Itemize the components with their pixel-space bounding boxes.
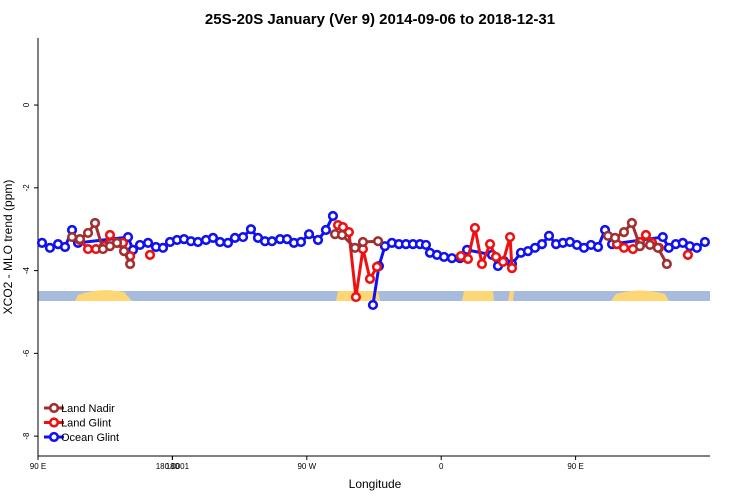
point — [320, 224, 332, 236]
legend-marker — [48, 431, 60, 443]
land — [611, 290, 669, 301]
point — [618, 227, 630, 238]
point — [104, 229, 116, 241]
x-tick-label: 90 W — [297, 462, 316, 471]
x-axis-label: Longitude — [349, 477, 402, 491]
legend-marker — [48, 402, 60, 414]
point — [229, 232, 241, 243]
point — [157, 242, 169, 253]
point — [652, 242, 663, 253]
x-tick-label: 90 E — [30, 462, 46, 471]
point — [618, 242, 630, 253]
point — [640, 229, 652, 241]
point — [691, 242, 702, 253]
point — [134, 239, 146, 251]
y-tick-label: -8 — [22, 432, 31, 440]
chart-title: 25S-20S January (Ver 9) 2014-09-06 to 20… — [205, 11, 555, 28]
point — [222, 237, 234, 248]
point — [367, 299, 379, 311]
point — [118, 246, 130, 257]
land — [508, 291, 514, 301]
point — [192, 236, 204, 248]
x-tick-label: 90 E — [567, 462, 583, 471]
series-line — [80, 225, 688, 297]
point — [214, 236, 226, 248]
point — [144, 249, 156, 260]
point — [36, 237, 48, 248]
point — [592, 241, 604, 253]
point — [350, 291, 362, 303]
point — [657, 231, 668, 243]
land — [462, 291, 494, 301]
point — [266, 236, 278, 247]
point — [312, 234, 324, 246]
legend-marker — [48, 417, 60, 428]
point — [125, 258, 136, 270]
point — [490, 251, 502, 263]
legend-label: Ocean Glint — [61, 432, 119, 444]
point — [295, 236, 307, 248]
point — [506, 263, 518, 274]
point — [66, 231, 78, 243]
point — [336, 229, 348, 241]
point — [357, 236, 369, 248]
point — [327, 210, 339, 222]
point — [111, 237, 123, 248]
point — [349, 242, 361, 253]
point — [626, 217, 637, 229]
x-tick-label: 180.0001 — [156, 462, 190, 471]
point — [364, 273, 376, 284]
point — [476, 258, 488, 270]
y-tick-label: -6 — [22, 349, 31, 357]
point — [89, 217, 101, 229]
legend-label: Land Glint — [61, 418, 111, 430]
y-tick-label: -4 — [22, 266, 31, 274]
x-tick-label: 0 — [439, 462, 444, 471]
y-tick-label: 0 — [22, 102, 31, 107]
point — [420, 239, 432, 251]
point — [44, 242, 56, 253]
point — [142, 237, 154, 248]
point — [207, 232, 219, 243]
y-tick-label: -2 — [22, 184, 31, 192]
point — [469, 222, 481, 234]
point — [682, 249, 693, 260]
legend-label: Land Nadir — [61, 403, 115, 415]
point — [82, 227, 94, 239]
point — [699, 236, 711, 248]
y-axis-label: XCO2 - MLO trend (ppm) — [1, 180, 15, 315]
point — [497, 256, 509, 267]
point — [245, 224, 257, 235]
point — [59, 241, 71, 253]
x-tick-label: 180 — [166, 462, 180, 471]
point — [446, 253, 458, 264]
point — [438, 251, 450, 263]
point — [484, 239, 496, 250]
point — [634, 241, 646, 252]
point — [661, 258, 672, 270]
point — [536, 239, 548, 250]
point — [644, 239, 656, 251]
point — [504, 231, 516, 243]
point — [371, 261, 383, 272]
point — [609, 232, 621, 243]
point — [303, 229, 315, 240]
point — [82, 243, 94, 255]
point — [237, 231, 249, 243]
point — [462, 253, 474, 265]
land — [75, 290, 132, 301]
point — [543, 230, 555, 241]
point — [74, 234, 86, 245]
point — [372, 236, 384, 247]
